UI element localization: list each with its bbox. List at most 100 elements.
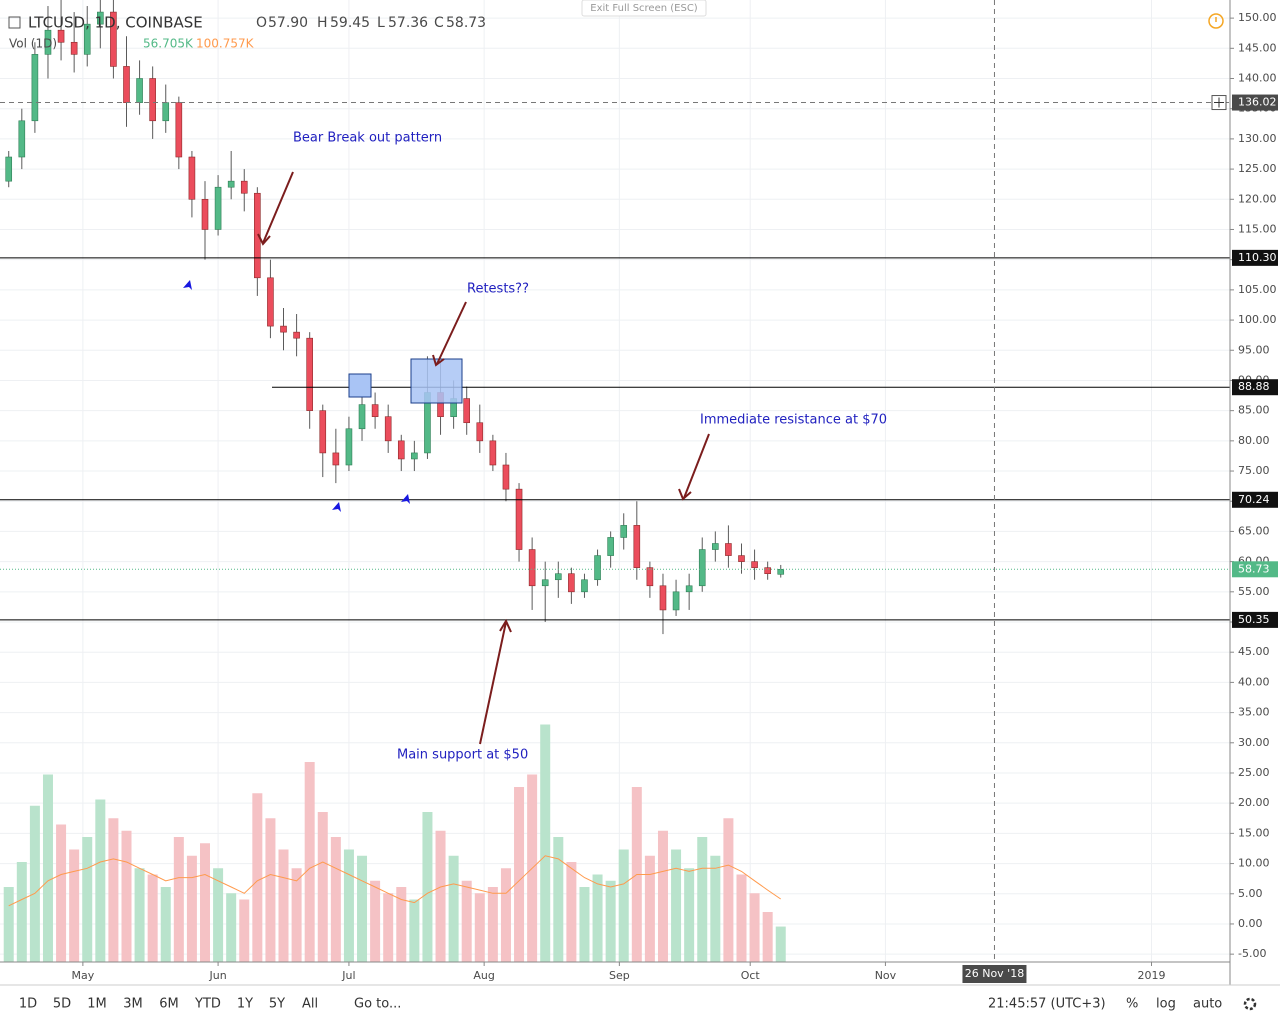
volume-bar	[657, 830, 668, 962]
candle-body	[554, 573, 562, 581]
candle-body	[568, 573, 575, 593]
candle-body	[70, 41, 78, 55]
volume-bar	[82, 837, 93, 962]
y-tick-label: 55.00	[1238, 585, 1270, 598]
y-tick-label: 20.00	[1238, 796, 1270, 809]
volume-bar	[592, 874, 603, 962]
y-tick-label: 75.00	[1238, 464, 1270, 477]
y-tick-label: 35.00	[1238, 706, 1270, 719]
candle-body	[620, 525, 628, 538]
y-tick-label: 125.00	[1238, 162, 1277, 175]
range-button[interactable]: 1M	[87, 997, 107, 1012]
percent-button[interactable]: %	[1126, 997, 1138, 1012]
candle-body	[515, 488, 523, 550]
range-button[interactable]: 5Y	[269, 997, 285, 1012]
auto-button[interactable]: auto	[1193, 997, 1222, 1012]
markers	[183, 280, 410, 512]
volume-label: Vol (1D)	[9, 37, 57, 51]
alert-icon[interactable]	[1208, 13, 1224, 29]
range-button[interactable]: 1D	[19, 997, 37, 1012]
candle-body	[306, 337, 313, 411]
y-tick-label: 115.00	[1238, 222, 1277, 235]
crosshair-date-tag	[962, 965, 1027, 983]
candle-body	[685, 585, 693, 593]
candle-body	[411, 452, 418, 460]
volume-bar	[775, 926, 786, 962]
log-button[interactable]: log	[1156, 997, 1176, 1012]
x-tick-label: Nov	[875, 969, 897, 982]
volume-bar	[95, 799, 106, 962]
collapse-icon[interactable]	[8, 16, 21, 29]
x-tick-label: Sep	[609, 969, 630, 982]
y-tick-label: 105.00	[1238, 283, 1277, 296]
exit-button[interactable]	[581, 0, 707, 17]
legend-value: 57.36	[388, 15, 428, 31]
volume-bar	[605, 880, 616, 962]
candle-body	[607, 537, 614, 556]
volume-bar	[108, 818, 119, 962]
volume-bar	[749, 893, 760, 962]
volume-bar	[736, 874, 747, 962]
axes: 150.00145.00140.00135.00130.00125.00120.…	[71, 11, 1278, 983]
candle-body	[293, 331, 300, 339]
volume-bar	[226, 893, 237, 962]
candle-body	[646, 567, 654, 587]
volume-bar	[278, 849, 289, 962]
y-tick-label: 40.00	[1238, 675, 1270, 688]
candle-body	[5, 156, 13, 182]
volume-bar	[265, 818, 276, 962]
x-tick-label: May	[71, 969, 94, 982]
exit-label[interactable]: Exit Full Screen (ESC)	[590, 3, 698, 14]
volume-bar	[56, 824, 67, 962]
volume-bar	[200, 843, 210, 962]
level-label: 88.88	[1238, 380, 1270, 393]
candle-body	[712, 543, 719, 550]
candle-body	[188, 156, 196, 200]
volume-bar	[304, 762, 315, 962]
volume-bar	[29, 805, 40, 962]
volume-value: 56.705K	[143, 37, 194, 51]
volume-bar	[370, 880, 381, 962]
range-button[interactable]: YTD	[194, 997, 221, 1012]
candle-body	[97, 11, 104, 25]
range-button[interactable]: 5D	[53, 997, 71, 1012]
candle-body	[358, 404, 366, 430]
volume-bar	[357, 855, 368, 962]
volume-bar	[383, 893, 394, 962]
range-button[interactable]: 3M	[123, 997, 143, 1012]
y-tick-label: 150.00	[1238, 11, 1277, 24]
candle-body	[371, 404, 379, 417]
y-tick-label: 120.00	[1238, 192, 1277, 205]
retest-box	[348, 373, 372, 398]
volume-bar	[579, 887, 590, 962]
y-tick-label: 145.00	[1238, 41, 1277, 54]
candle-body	[240, 180, 248, 194]
candle-body	[594, 555, 601, 581]
volume-pane	[3, 724, 786, 962]
symbol: LTCUSD, 1D, COINBASE	[28, 14, 203, 32]
goto-button[interactable]: Go to...	[354, 997, 401, 1012]
y-tick-label: 15.00	[1238, 826, 1270, 839]
last-price-label: 58.73	[1238, 562, 1270, 575]
x-tick-label: Oct	[741, 969, 761, 982]
x-tick-label: Jul	[341, 969, 355, 982]
candle-body	[489, 440, 497, 466]
level-tag	[1232, 249, 1278, 266]
volume-bar	[343, 849, 354, 962]
range-button[interactable]: 1Y	[237, 997, 253, 1012]
range-button[interactable]: All	[302, 997, 318, 1012]
settings-icon[interactable]	[1243, 997, 1257, 1011]
clock: 21:45:57 (UTC+3)	[988, 997, 1106, 1012]
volume-bar	[147, 874, 158, 962]
toolbar: 1D 5D 1M 3M 6M YTD 1Y 5Y All	[19, 997, 318, 1012]
candle-body	[18, 120, 26, 158]
range-button[interactable]: 6M	[159, 997, 179, 1012]
volume-bar	[644, 855, 655, 962]
volume-ma-value: 100.757K	[196, 37, 255, 51]
candle-body	[345, 428, 353, 466]
candle-body	[319, 410, 327, 454]
volume-bar	[173, 837, 184, 962]
candle-body	[738, 555, 745, 562]
y-tick-label: 5.00	[1238, 887, 1263, 900]
arrows	[257, 171, 710, 745]
